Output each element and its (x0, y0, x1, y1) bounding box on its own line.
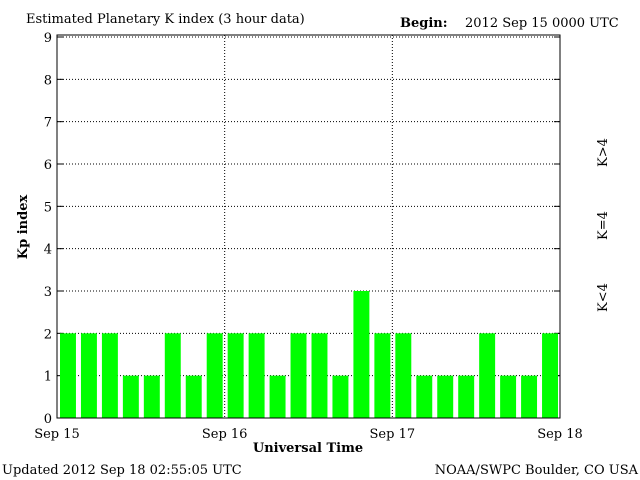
plot-area: 0 1 2 3 4 5 6 7 8 9 Sep 15 Sep 16 Sep 17 Sep 18 (34, 31, 583, 442)
legend-k-gt-4: K>4 (596, 138, 611, 167)
kp-bar (101, 333, 118, 418)
kp-bar (269, 375, 286, 418)
kp-bar (521, 375, 538, 418)
x-tick-label: Sep 18 (537, 427, 583, 442)
kp-bar (395, 333, 412, 418)
kp-bar (479, 333, 496, 418)
y-tick-label: 9 (44, 31, 52, 46)
legend-k-lt-4: K<4 (596, 283, 611, 312)
kp-bar (353, 291, 370, 418)
kp-bar (185, 375, 202, 418)
kp-bar (416, 375, 433, 418)
y-tick-label: 6 (44, 158, 52, 173)
kp-bar (374, 333, 391, 418)
kp-bar (311, 333, 328, 418)
x-tick-label: Sep 15 (34, 427, 80, 442)
kp-bar (60, 333, 76, 418)
source-credit: NOAA/SWPC Boulder, CO USA (435, 463, 639, 478)
begin-label: Begin: (400, 16, 448, 31)
kp-bar (227, 333, 244, 418)
kp-bar (122, 375, 139, 418)
kp-bar (164, 333, 181, 418)
y-tick-label: 0 (44, 412, 52, 427)
x-tick-label: Sep 17 (370, 427, 416, 442)
y-tick-label: 4 (44, 243, 52, 258)
chart-title: Estimated Planetary K index (3 hour data… (26, 12, 305, 27)
y-tick-label: 1 (44, 370, 52, 385)
kp-bar (248, 333, 265, 418)
plot-frame (56, 34, 561, 419)
y-tick-label: 3 (44, 285, 52, 300)
kp-bar (458, 375, 475, 418)
kp-bar (206, 333, 223, 418)
kp-bar (437, 375, 454, 418)
x-tick-label: Sep 16 (202, 427, 248, 442)
y-tick-label: 5 (44, 200, 52, 215)
y-tick-label: 8 (44, 73, 52, 88)
kp-bar (332, 375, 349, 418)
x-axis-label: Universal Time (253, 441, 363, 456)
updated-timestamp: Updated 2012 Sep 18 02:55:05 UTC (2, 463, 242, 478)
kp-bar (542, 333, 558, 418)
legend-k-eq-4: K=4 (596, 211, 611, 240)
kp-bar (500, 375, 517, 418)
y-tick-label: 7 (44, 116, 52, 131)
kp-bar (80, 333, 97, 418)
kp-bar (290, 333, 307, 418)
begin-value: 2012 Sep 15 0000 UTC (465, 16, 619, 31)
y-tick-label: 2 (44, 327, 52, 342)
kp-bar (143, 375, 160, 418)
y-axis-label: Kp index (16, 195, 31, 260)
